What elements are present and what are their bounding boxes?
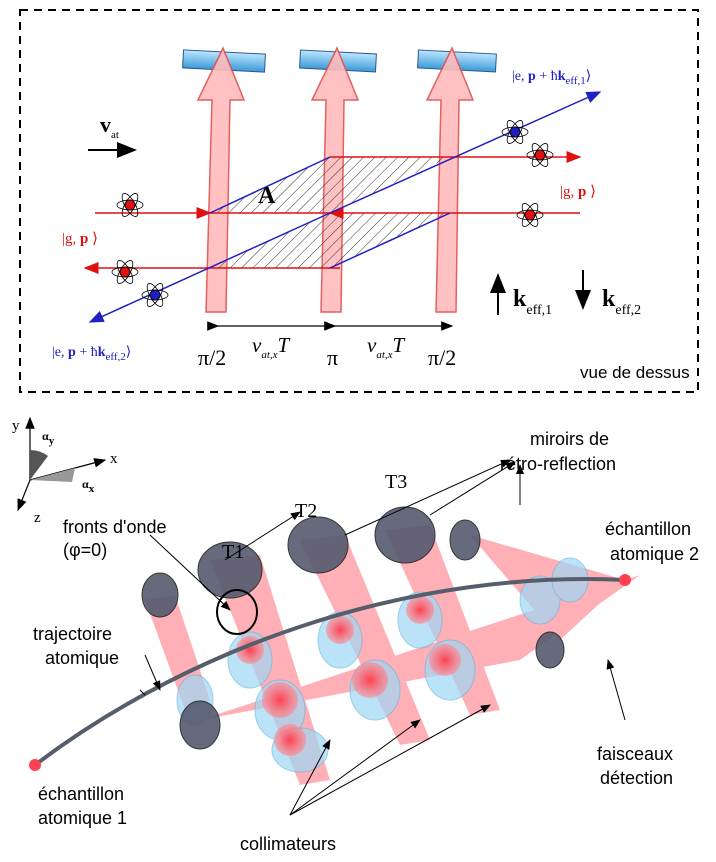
t: p <box>528 69 536 84</box>
t: ⟩ <box>88 231 98 247</box>
t: |e, <box>512 69 528 84</box>
t: v <box>252 333 262 357</box>
label: fronts d'onde <box>63 517 167 537</box>
trajectory <box>33 577 626 767</box>
t: ⟩ <box>586 69 591 84</box>
axis-label: y <box>12 418 20 434</box>
t: k <box>558 69 566 84</box>
t: k <box>602 286 616 312</box>
label: échantillon <box>605 519 691 539</box>
t: T <box>278 333 291 357</box>
panel-frame <box>19 9 699 393</box>
view-label: vue de dessus <box>580 363 690 382</box>
t: y <box>49 435 55 447</box>
alpha-y: αy <box>42 429 55 447</box>
t: v <box>367 333 377 357</box>
label: faisceaux <box>597 744 673 764</box>
axis-label: x <box>110 451 118 467</box>
label: atomique 1 <box>38 808 127 828</box>
state-g-right: |g, p ⟩ <box>560 184 596 200</box>
t: eff,1 <box>526 303 552 318</box>
label: atomique 2 <box>610 544 699 564</box>
sample-1 <box>29 759 41 771</box>
velocity-symbol: v <box>100 112 111 137</box>
t: ⟩ <box>126 345 131 360</box>
t: |e, <box>52 345 68 360</box>
axis-label: z <box>34 510 41 526</box>
t: at,x <box>376 349 392 361</box>
atoms <box>111 120 554 307</box>
t: + ħ <box>76 345 98 360</box>
label: atomique <box>45 648 119 668</box>
t: at,x <box>261 349 277 361</box>
pulse: π/2 <box>198 345 226 370</box>
t: x <box>89 483 95 495</box>
t: eff,1 <box>566 75 586 87</box>
velocity-sub: at <box>111 129 119 141</box>
t: eff,2 <box>615 303 641 318</box>
t: T <box>393 333 406 357</box>
k1-label: keff,1 <box>513 286 552 318</box>
t: + ħ <box>536 69 558 84</box>
k2-label: keff,2 <box>602 286 641 318</box>
wavefront-highlight <box>216 589 258 635</box>
t: p <box>68 345 76 360</box>
label: échantillon <box>38 784 124 804</box>
pulse: π <box>327 345 338 370</box>
alpha-x: αx <box>82 477 95 495</box>
axes-icon <box>17 416 107 512</box>
arrows <box>88 142 591 331</box>
pointer-lines <box>139 459 626 816</box>
label: rétro-reflection <box>500 454 616 474</box>
t: k <box>98 345 106 360</box>
t: ⟩ <box>586 184 596 200</box>
sample-2 <box>619 574 631 586</box>
t: α <box>42 429 49 443</box>
t: α <box>82 477 89 491</box>
t: p <box>80 231 88 247</box>
time-label: T2 <box>295 500 317 522</box>
state-g-left: |g, p ⟩ <box>62 231 98 247</box>
state-e2: |e, p + ħkeff,2⟩ <box>52 345 131 363</box>
label: miroirs de <box>530 429 609 449</box>
t: |g, <box>62 231 80 247</box>
label: (φ=0) <box>63 540 107 560</box>
label: collimateurs <box>240 834 336 854</box>
time-label: T3 <box>385 471 407 493</box>
interferometer-area <box>210 157 450 268</box>
area-label: A <box>258 183 276 209</box>
velocity-label: vat <box>100 112 119 141</box>
state-e1: |e, p + ħkeff,1⟩ <box>512 69 591 87</box>
t: p <box>578 184 586 200</box>
duration: vat,xT <box>252 333 291 361</box>
duration: vat,xT <box>367 333 406 361</box>
time-label: T1 <box>222 541 244 563</box>
label: trajectoire <box>33 624 112 644</box>
t: k <box>513 286 527 312</box>
mirror-disks <box>141 506 565 750</box>
t: |g, <box>560 184 578 200</box>
pulse: π/2 <box>428 345 456 370</box>
label: détection <box>600 768 673 788</box>
t: eff,2 <box>106 351 126 363</box>
